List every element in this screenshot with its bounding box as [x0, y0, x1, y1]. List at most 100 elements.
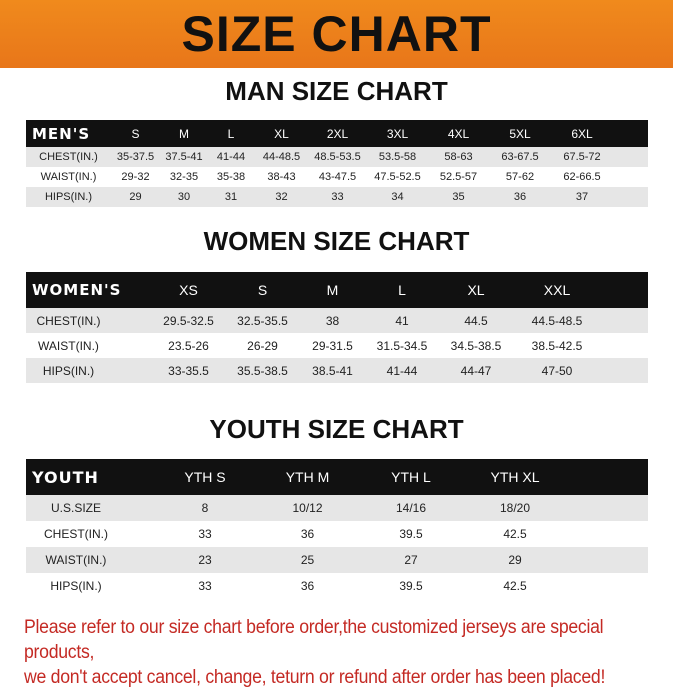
- measurement-value: 34.5-38.5: [450, 338, 502, 353]
- table-row: U.S.SIZE 8 10/12 14/16 18/20: [26, 495, 648, 521]
- measurement-value: 41-44: [207, 147, 255, 167]
- size-header: 6XL: [551, 120, 613, 147]
- measurement-value: 33: [198, 579, 212, 593]
- row-filler: [613, 187, 648, 207]
- measurement-value: 37: [551, 187, 613, 207]
- measurement-value: 57-62: [505, 171, 535, 183]
- row-filler: [599, 358, 648, 383]
- measurement-value: 32.5-35.5: [227, 308, 298, 333]
- table-row: HIPS(IN.) 33-35.5 35.5-38.5 38.5-41 41-44 44-…: [26, 358, 648, 383]
- measurement-value: 23: [155, 547, 255, 573]
- row-filler: [568, 573, 648, 599]
- women-section-title: WOMEN SIZE CHART: [203, 226, 470, 256]
- measurement-value: 33: [198, 527, 212, 541]
- size-header: YTH M: [255, 459, 360, 495]
- size-header: S: [227, 272, 298, 308]
- size-header: 2XL: [308, 120, 367, 147]
- measurement-value: 30: [161, 187, 207, 207]
- measurement-value: 67.5-72: [551, 147, 613, 167]
- measurement-value: 39.5: [399, 579, 423, 593]
- measurement-label: HIPS(IN.): [26, 187, 110, 207]
- measurement-value: 18/20: [462, 495, 568, 521]
- measurement-label: HIPS(IN.): [26, 358, 150, 383]
- measurement-value: 33-35.5: [150, 358, 227, 383]
- measurement-label: CHEST(IN.): [26, 147, 110, 167]
- measurement-value: 44.5: [437, 308, 515, 333]
- measurement-label: WAIST(IN.): [40, 171, 97, 183]
- measurement-value: 63-67.5: [489, 147, 551, 167]
- measurement-value: 48.5-53.5: [308, 147, 367, 167]
- measurement-label: CHEST(IN.): [26, 308, 150, 333]
- measurement-value: 35-38: [216, 171, 246, 183]
- category-header: MEN'S: [26, 120, 110, 147]
- measurement-label: U.S.SIZE: [26, 495, 155, 521]
- measurement-value: 10/12: [255, 495, 360, 521]
- measurement-value: 62-66.5: [563, 171, 601, 183]
- measurement-value: 29-32: [121, 171, 150, 183]
- size-header: M: [161, 120, 207, 147]
- size-header: XXL: [515, 272, 599, 308]
- size-header: YTH XL: [462, 459, 568, 495]
- size-header: L: [367, 272, 437, 308]
- measurement-value: 41-44: [367, 358, 437, 383]
- table-row: WAIST(IN.) 23.5-26 26-29 29-31.5 31.5-34.5 34…: [26, 333, 648, 358]
- measurement-value: 26-29: [247, 338, 278, 353]
- table-row: CHEST(IN.) 29.5-32.5 32.5-35.5 38 41 44.5 44.5…: [26, 308, 648, 333]
- measurement-value: 41: [367, 308, 437, 333]
- measurement-value: 36: [300, 579, 315, 593]
- size-header: 5XL: [489, 120, 551, 147]
- measurement-value: 32-35: [169, 171, 199, 183]
- header-filler: [568, 459, 648, 495]
- measurement-value: 35: [428, 187, 489, 207]
- table-row: WAIST(IN.) 23 25 27 29: [26, 547, 648, 573]
- measurement-value: 35-37.5: [110, 147, 161, 167]
- size-header: 3XL: [367, 120, 428, 147]
- header-filler: [599, 272, 648, 308]
- row-filler: [568, 521, 648, 547]
- youth-section-title: YOUTH SIZE CHART: [209, 414, 464, 444]
- measurement-value: 32: [255, 187, 308, 207]
- measurement-value: 35.5-38.5: [227, 358, 298, 383]
- row-filler: [568, 495, 648, 521]
- measurement-value: 29: [110, 187, 161, 207]
- header-filler: [613, 120, 648, 147]
- measurement-value: 44.5-48.5: [515, 308, 599, 333]
- measurement-value: 38-43: [267, 171, 296, 183]
- measurement-value: 44-47: [437, 358, 515, 383]
- header-row: WOMEN'S XS S M L XL XXL: [26, 272, 648, 308]
- youth-size-table: YOUTH YTH S YTH M YTH L YTH XL U.S.SIZE 8 10/12…: [26, 459, 648, 599]
- measurement-label: WAIST(IN.): [38, 338, 99, 353]
- row-filler: [599, 308, 648, 333]
- header-row: MEN'S S M L XL 2XL 3XL 4XL 5XL 6XL: [26, 120, 648, 147]
- measurement-value: 47-50: [515, 358, 599, 383]
- row-filler: [613, 167, 648, 187]
- page-title: SIZE CHART: [181, 6, 492, 62]
- table-row: HIPS(IN.) 29 30 31 32 33 34 35 36 37: [26, 187, 648, 207]
- measurement-value: 29: [462, 547, 568, 573]
- category-header: WOMEN'S: [26, 272, 150, 308]
- size-header: XL: [255, 120, 308, 147]
- measurement-value: 58-63: [428, 147, 489, 167]
- row-filler: [599, 333, 648, 358]
- table-row: CHEST(IN.) 35-37.5 37.5-41 41-44 44-48.5 48.5…: [26, 147, 648, 167]
- measurement-value: 38.5-41: [298, 358, 367, 383]
- header-row: YOUTH YTH S YTH M YTH L YTH XL: [26, 459, 648, 495]
- measurement-value: 42.5: [503, 579, 527, 593]
- category-header: YOUTH: [26, 459, 155, 495]
- measurement-value: 14/16: [360, 495, 462, 521]
- table-row: HIPS(IN.) 33 36 39.5 42.5: [26, 573, 648, 599]
- size-header: M: [298, 272, 367, 308]
- men-section-title: MAN SIZE CHART: [225, 76, 448, 106]
- measurement-value: 42.5: [503, 527, 527, 541]
- size-header: L: [207, 120, 255, 147]
- row-filler: [568, 547, 648, 573]
- size-header: 4XL: [428, 120, 489, 147]
- size-header: XL: [437, 272, 515, 308]
- measurement-value: 25: [255, 547, 360, 573]
- measurement-value: 27: [360, 547, 462, 573]
- measurement-value: 8: [155, 495, 255, 521]
- row-filler: [613, 147, 648, 167]
- table-row: WAIST(IN.) 29-32 32-35 35-38 38-43 43-47.5 47.…: [26, 167, 648, 187]
- measurement-value: 38: [298, 308, 367, 333]
- measurement-value: 31.5-34.5: [376, 338, 428, 353]
